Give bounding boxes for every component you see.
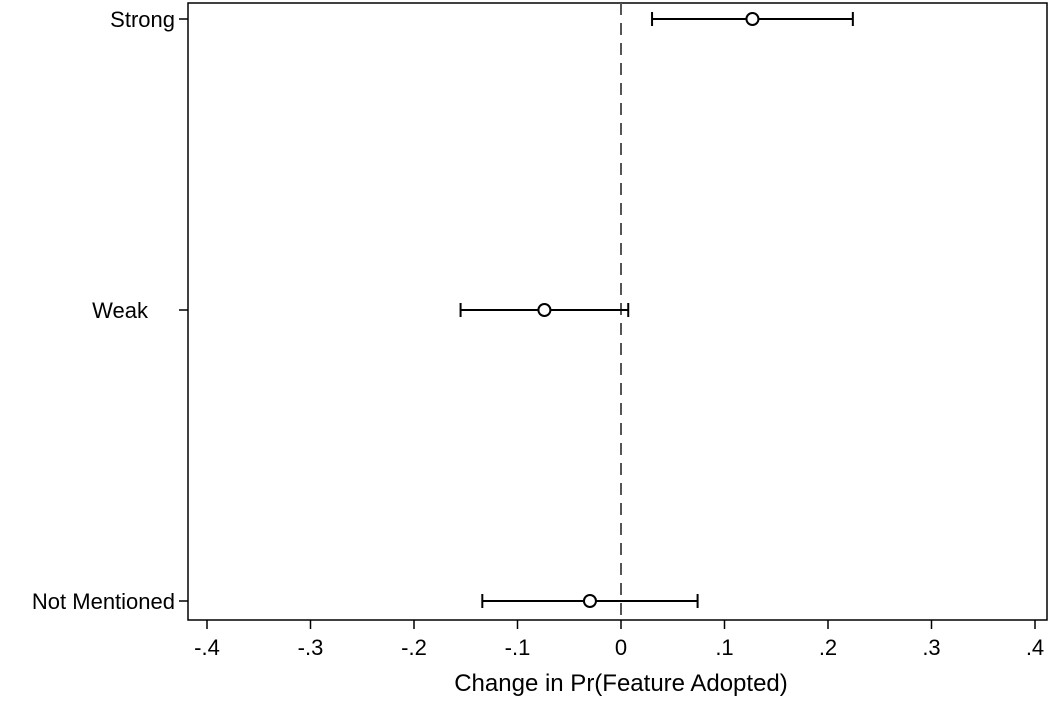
estimate-group xyxy=(481,594,699,608)
x-tick-label: -.3 xyxy=(298,635,324,660)
plot-area xyxy=(187,2,1048,621)
estimate-group xyxy=(651,12,854,26)
point-estimate xyxy=(537,303,552,317)
point-estimate xyxy=(745,12,760,26)
x-axis-title: Change in Pr(Feature Adopted) xyxy=(454,670,788,697)
estimate-group xyxy=(459,303,630,317)
x-tick-label: -.4 xyxy=(194,635,220,660)
y-tick-label: Weak xyxy=(92,298,149,323)
x-tick-label: .3 xyxy=(922,635,940,660)
x-tick-label: -.1 xyxy=(505,635,531,660)
point-estimate xyxy=(582,594,597,608)
x-tick-label: .4 xyxy=(1026,635,1044,660)
x-tick-label: -.2 xyxy=(401,635,427,660)
x-tick-label: .1 xyxy=(715,635,733,660)
x-tick-label: .2 xyxy=(819,635,837,660)
y-tick-label: Strong xyxy=(110,7,175,32)
y-tick-label: Not Mentioned xyxy=(32,589,175,614)
x-tick-label: 0 xyxy=(615,635,627,660)
